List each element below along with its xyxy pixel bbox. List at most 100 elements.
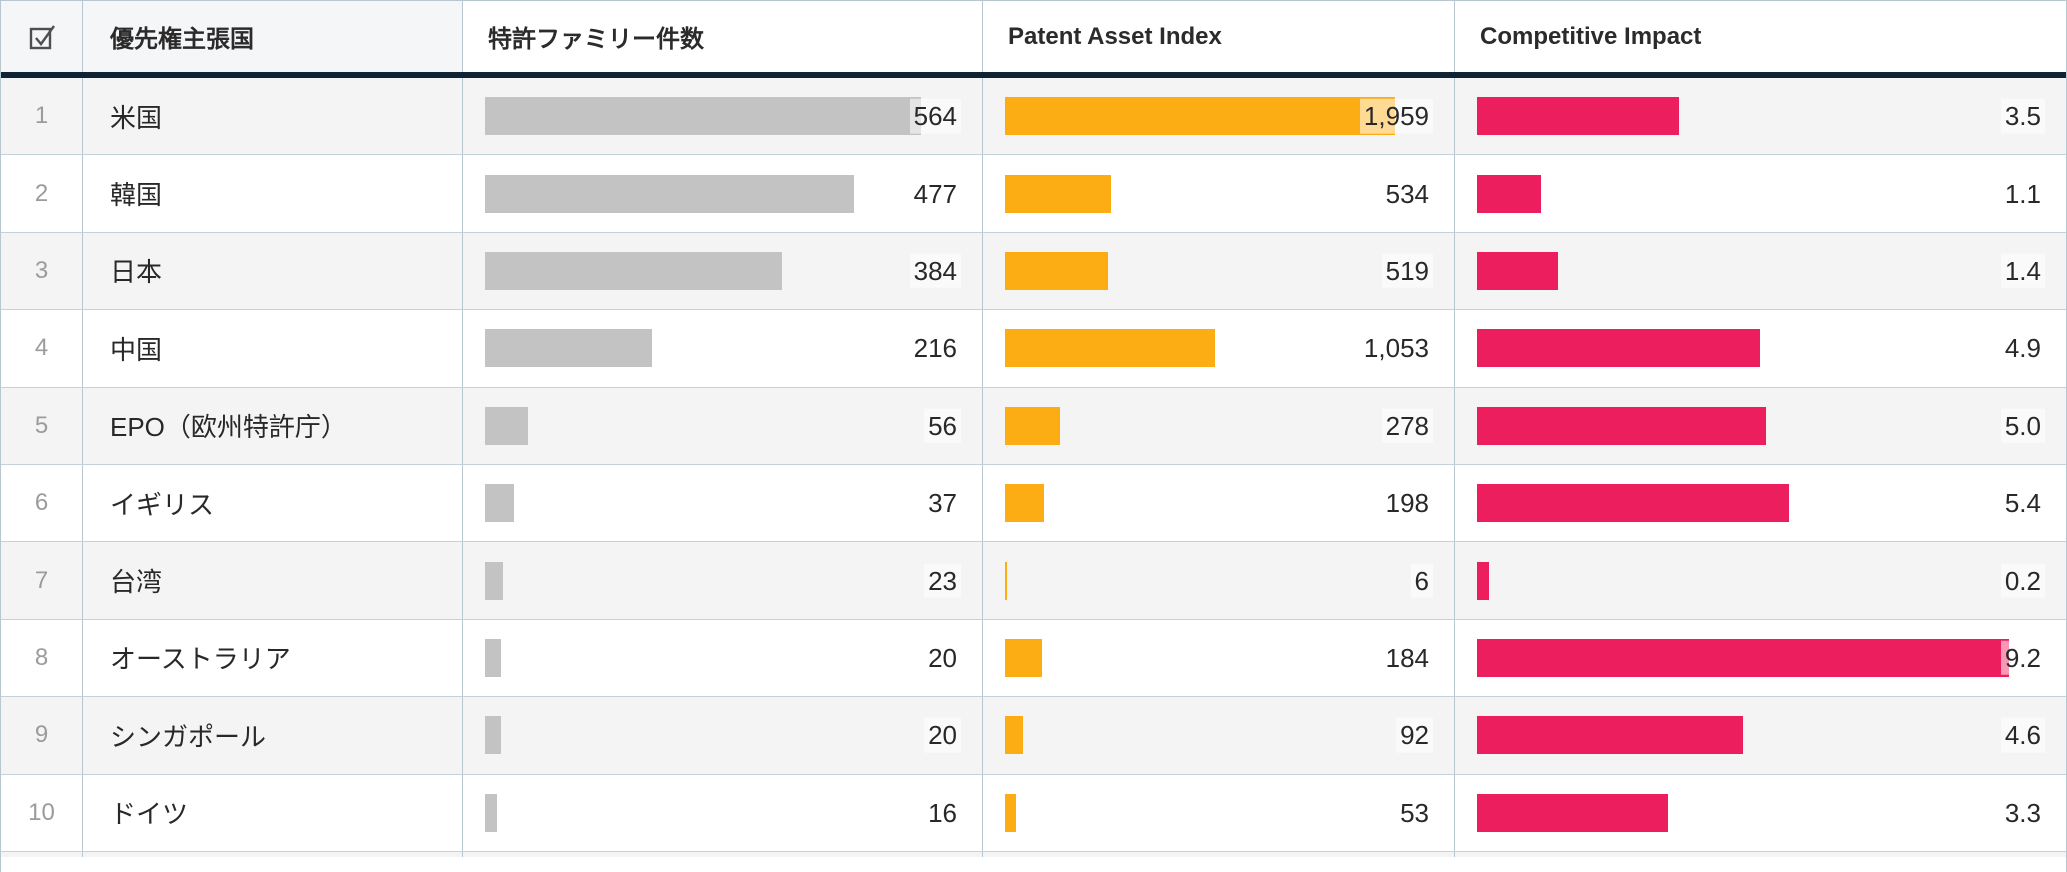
pai-value: 198 [1381,485,1433,521]
select-all-header-cell[interactable] [1,1,83,72]
family_count-value: 384 [909,253,961,289]
ci-cell: 3.3 [1455,775,2066,851]
ci-bar [1477,406,1767,445]
ci-value: 3.3 [2000,795,2045,830]
family_count-cell: 56 [463,387,983,464]
family_count-value: 56 [924,408,961,443]
row-country: 日本 [83,232,463,310]
select-all-checkbox-icon [29,24,55,49]
pai-cell: 534 [983,155,1455,232]
table-row[interactable]: 1 米国 564 1,959 3.5 [1,78,2066,156]
pai-value: 92 [1396,718,1433,753]
family_count-value: 20 [924,718,961,753]
table-row[interactable]: 7 台湾 23 6 0.2 [1,542,2066,620]
ci-bar [1477,793,1668,832]
pai-value: 184 [1381,640,1433,676]
pai-bar [1005,484,1045,523]
ci-value: 1.4 [2000,253,2045,289]
ci-bar [1477,716,1743,755]
pai-bar [1005,406,1061,445]
table-body: 1 米国 564 1,959 3.5 2 韓国 477 534 1.1 3 日本 384 519 1.4 4 中… [1,78,2066,852]
ci-value: 5.4 [2000,485,2045,521]
ci-cell: 3.5 [1455,78,2066,154]
ci-bar [1477,251,1558,290]
family_count-value: 16 [924,795,961,830]
ci-value: 5.0 [2000,408,2045,443]
pai-bar [1005,561,1007,600]
row-country: EPO（欧州特許庁） [83,387,463,464]
table-row[interactable]: 10 ドイツ 16 53 3.3 [1,774,2066,852]
family_count-value: 23 [924,563,961,598]
row-rank: 5 [1,387,83,464]
family_count-bar [485,406,529,445]
pai-bar [1005,174,1112,213]
table-row[interactable]: 8 オーストラリア 20 184 9.2 [1,619,2066,698]
column-header-competitive-impact[interactable]: Competitive Impact [1455,1,2066,72]
pai-bar [1005,716,1024,755]
pai-bar [1005,251,1109,290]
family_count-bar [485,251,782,290]
ci-cell: 1.4 [1455,233,2066,309]
ci-cell: 5.0 [1455,388,2066,464]
ci-bar [1477,174,1541,213]
table-row[interactable]: 6 イギリス 37 198 5.4 [1,464,2066,543]
family_count-value: 216 [909,331,961,366]
family_count-value: 37 [924,485,961,521]
family_count-bar [485,638,501,677]
row-country: イギリス [83,464,463,542]
family_count-value: 20 [924,640,961,676]
sliver-cell [1455,852,2066,857]
family_count-cell: 216 [463,310,983,387]
table-row[interactable]: 9 シンガポール 20 92 4.6 [1,697,2066,775]
pai-value: 53 [1396,795,1433,830]
pai-cell: 519 [983,232,1455,310]
ci-cell: 4.6 [1455,697,2066,773]
row-country: 韓国 [83,155,463,232]
row-rank: 1 [1,78,83,155]
row-rank: 3 [1,232,83,310]
pai-cell: 1,959 [983,78,1455,155]
row-rank: 2 [1,155,83,232]
row-country: 中国 [83,310,463,387]
table-row[interactable]: 3 日本 384 519 1.4 [1,232,2066,311]
sliver-cell [463,851,983,857]
column-header-country[interactable]: 優先権主張国 [83,1,463,72]
family_count-bar [485,97,921,136]
ci-bar [1477,561,1489,600]
pai-cell: 184 [983,619,1455,697]
family_count-bar [485,484,514,523]
row-country: オーストラリア [83,619,463,697]
table-row[interactable]: 2 韓国 477 534 1.1 [1,155,2066,233]
ci-cell: 1.1 [1455,155,2066,231]
family_count-bar [485,793,498,832]
pai-value: 519 [1381,253,1433,289]
pai-cell: 1,053 [983,310,1455,387]
pai-cell: 92 [983,697,1455,774]
ci-value: 4.9 [2000,331,2045,366]
ci-bar [1477,97,1680,136]
ci-cell: 9.2 [1455,620,2066,696]
family_count-cell: 564 [463,78,983,155]
table-row[interactable]: 4 中国 216 1,053 4.9 [1,310,2066,388]
ci-value: 0.2 [2000,563,2045,598]
pai-value: 1,959 [1359,98,1433,134]
ci-bar [1477,329,1761,368]
row-rank: 6 [1,464,83,542]
pai-value: 278 [1381,408,1433,443]
family_count-cell: 37 [463,464,983,542]
column-header-patent-asset-index[interactable]: Patent Asset Index [983,1,1455,72]
ci-value: 1.1 [2000,176,2045,211]
pai-cell: 6 [983,542,1455,619]
pai-bar [1005,329,1215,368]
family_count-cell: 23 [463,542,983,619]
family_count-cell: 20 [463,619,983,697]
sliver-cell [983,851,1455,857]
column-header-family-count[interactable]: 特許ファミリー件数 [463,1,983,72]
row-rank: 8 [1,619,83,697]
table-row[interactable]: 5 EPO（欧州特許庁） 56 278 5.0 [1,387,2066,465]
family_count-value: 477 [909,176,961,211]
ci-cell: 0.2 [1455,542,2066,618]
family_count-bar [485,329,652,368]
row-country: 米国 [83,78,463,155]
family_count-cell: 16 [463,774,983,851]
